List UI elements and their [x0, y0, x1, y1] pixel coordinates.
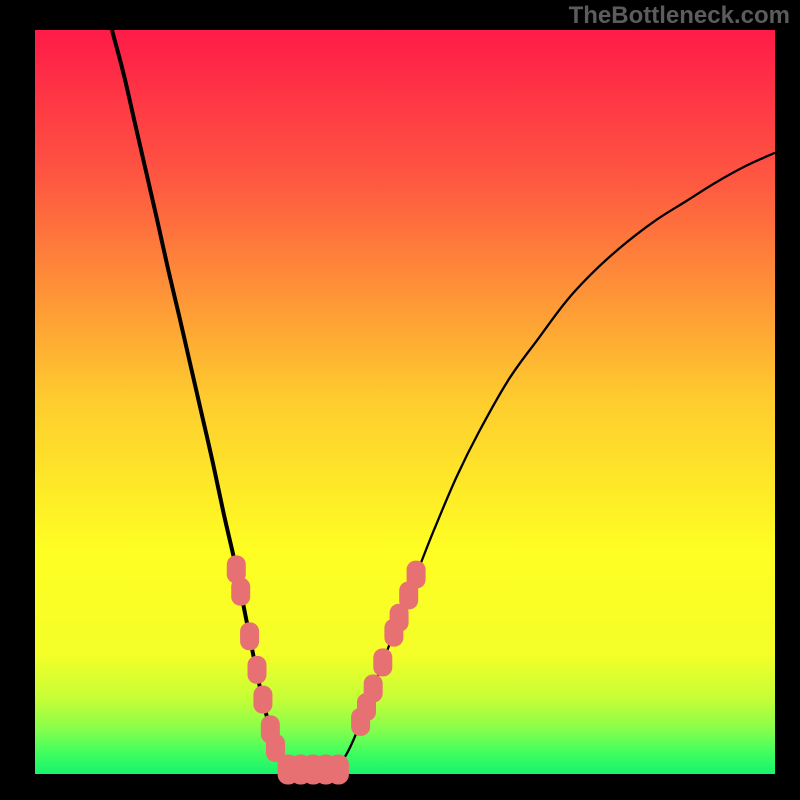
scatter-marker [407, 561, 426, 589]
scatter-marker [364, 674, 383, 702]
chart-svg [0, 0, 800, 800]
scatter-marker [248, 656, 267, 684]
scatter-marker [231, 578, 250, 606]
chart-canvas: TheBottleneck.com [0, 0, 800, 800]
plot-background [35, 30, 775, 774]
scatter-marker [373, 648, 392, 676]
scatter-marker [328, 755, 349, 785]
scatter-marker [253, 686, 272, 714]
attribution-label: TheBottleneck.com [569, 2, 790, 30]
scatter-marker [240, 622, 259, 650]
